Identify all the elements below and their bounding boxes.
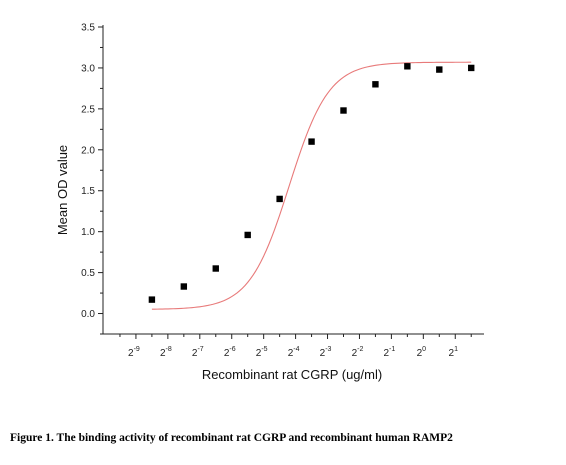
x-tick-label: 2-1 bbox=[383, 346, 395, 359]
data-point bbox=[340, 107, 347, 114]
x-tick-label: 2-7 bbox=[192, 346, 204, 359]
x-tick-label: 2-2 bbox=[352, 346, 364, 359]
data-point bbox=[212, 265, 219, 272]
y-tick-label: 3.0 bbox=[81, 63, 95, 74]
fit-curve bbox=[151, 61, 472, 310]
data-point bbox=[372, 81, 379, 88]
data-point bbox=[244, 231, 251, 239]
x-axis: 2-9 2-8 2-7 2-6 2-5 2-4 2-3 2-2 2-1 20 21 bbox=[103, 333, 484, 359]
x-tick-label: 2-9 bbox=[128, 346, 140, 359]
data-point bbox=[308, 138, 315, 145]
x-tick-label: 2-6 bbox=[224, 346, 236, 359]
y-tick-label: 1.0 bbox=[81, 227, 95, 238]
x-tick-label: 20 bbox=[417, 346, 427, 359]
y-tick-label: 1.5 bbox=[81, 186, 95, 197]
data-point bbox=[404, 63, 411, 70]
data-point bbox=[436, 66, 443, 73]
y-tick-label: 3.5 bbox=[81, 23, 95, 34]
data-point bbox=[276, 195, 283, 203]
x-tick-label: 2-5 bbox=[256, 346, 268, 359]
y-axis: 0.0 0.5 1.0 1.5 2.0 2.5 3.0 3.5 bbox=[81, 23, 104, 335]
x-axis-label: Recombinant rat CGRP (ug/ml) bbox=[202, 367, 382, 382]
x-tick-label: 21 bbox=[449, 346, 459, 359]
y-tick-label: 2.0 bbox=[81, 145, 95, 156]
fit-curve-layer bbox=[151, 61, 472, 310]
x-tick-label: 2-3 bbox=[320, 346, 332, 359]
data-point bbox=[468, 64, 475, 72]
data-points bbox=[148, 63, 475, 303]
chart: 0.0 0.5 1.0 1.5 2.0 2.5 3.0 3.5 2-9 2-8 2-7 2-6 2-5… bbox=[55, 23, 484, 382]
y-tick-label: 0.5 bbox=[81, 268, 95, 279]
y-tick-label: 0.0 bbox=[81, 309, 95, 320]
y-axis-label: Mean OD value bbox=[55, 145, 70, 235]
data-point bbox=[148, 296, 156, 303]
x-tick-label: 2-8 bbox=[160, 346, 172, 359]
x-tick-label: 2-4 bbox=[288, 346, 300, 359]
data-point bbox=[180, 283, 188, 290]
figure-caption: Figure 1. The binding activity of recomb… bbox=[10, 432, 453, 444]
y-tick-label: 2.5 bbox=[81, 104, 95, 115]
